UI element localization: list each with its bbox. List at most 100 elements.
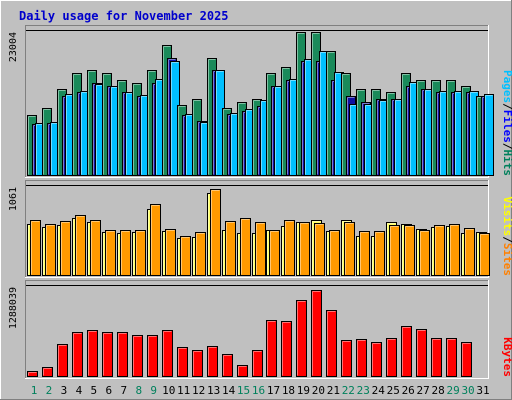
bar-kbytes-day-7 [117,332,128,377]
bar-kbytes-day-17 [266,320,277,377]
bar-sites-day-20 [314,223,325,276]
day-label-5: 5 [91,384,98,397]
bar-sites-day-4 [75,215,86,276]
day-label-14: 14 [222,384,236,397]
day-label-31: 31 [476,384,489,397]
bar-sites-day-11 [180,236,191,276]
bar-sites-day-28 [434,225,445,276]
bar-sites-day-19 [299,222,310,276]
bar-sites-day-31 [479,233,490,276]
bar-sites-day-10 [165,229,176,276]
day-label-8: 8 [135,384,142,397]
bar-kbytes-day-16 [252,350,263,377]
day-label-30: 30 [461,384,474,397]
bar-sites-day-7 [120,230,131,276]
bar-sites-day-1 [30,220,41,276]
bar-sites-day-16 [255,222,266,276]
day-label-21: 21 [327,384,340,397]
bar-kbytes-day-24 [371,342,382,377]
legend-files: Files [501,110,512,143]
day-label-11: 11 [177,384,190,397]
legend-sites: Sites [501,243,512,276]
bar-kbytes-day-11 [177,347,188,377]
bar-kbytes-day-2 [42,367,53,377]
bar-kbytes-day-8 [132,335,143,377]
bar-kbytes-day-19 [296,300,307,377]
day-label-25: 25 [387,384,400,397]
day-label-17: 17 [267,384,280,397]
bar-sites-day-6 [105,230,116,276]
legend-visits: Visits [501,197,512,237]
legend-pages: Pages [501,70,512,103]
day-label-3: 3 [61,384,68,397]
bar-kbytes-day-6 [102,332,113,377]
day-label-7: 7 [120,384,127,397]
bar-sites-day-23 [359,231,370,276]
bar-kbytes-day-28 [431,338,442,377]
bar-kbytes-day-13 [207,346,218,377]
ymax-label: 23004 [8,32,19,62]
bar-kbytes-day-30 [461,342,472,377]
bar-kbytes-day-4 [72,332,83,377]
bar-sites-day-26 [404,225,415,276]
day-label-23: 23 [357,384,370,397]
day-label-22: 22 [342,384,355,397]
day-label-27: 27 [417,384,430,397]
bar-kbytes-day-26 [401,326,412,377]
day-label-15: 15 [237,384,250,397]
bar-sites-day-14 [225,221,236,276]
bar-kbytes-day-3 [57,344,68,377]
bar-sites-day-27 [419,230,430,276]
day-label-18: 18 [282,384,295,397]
day-label-6: 6 [106,384,113,397]
bar-kbytes-day-14 [222,354,233,377]
bar-kbytes-day-27 [416,329,427,377]
bar-sites-day-15 [240,218,251,276]
panel-legend: Pages/Files/Hits [501,70,512,176]
day-label-20: 20 [312,384,325,397]
bar-sites-day-25 [389,225,400,276]
day-label-26: 26 [402,384,415,397]
day-label-2: 2 [46,384,53,397]
bar-sites-day-9 [150,204,161,276]
day-label-19: 19 [297,384,310,397]
bar-sites-day-24 [374,231,385,276]
bar-kbytes-day-5 [87,330,98,377]
bar-kbytes-day-15 [237,365,248,377]
bar-kbytes-day-21 [326,310,337,377]
day-label-13: 13 [207,384,220,397]
day-label-9: 9 [150,384,157,397]
bar-sites-day-5 [90,220,101,276]
bar-kbytes-day-23 [356,339,367,377]
day-label-28: 28 [432,384,445,397]
day-label-24: 24 [372,384,386,397]
legend-hits: Hits [501,150,512,177]
bar-sites-day-17 [269,230,280,276]
day-label-1: 1 [31,384,38,397]
bar-sites-day-3 [60,221,71,276]
day-label-4: 4 [76,384,83,397]
bar-sites-day-2 [45,224,56,276]
bar-sites-day-8 [135,230,146,276]
day-label-12: 12 [192,384,205,397]
ymax-label: 1061 [8,187,19,211]
bar-sites-day-30 [464,228,475,276]
chart-title: Daily usage for November 2025 [19,9,229,23]
bar-sites-day-22 [344,222,355,276]
bar-sites-day-18 [284,220,295,276]
day-label-29: 29 [446,384,459,397]
bar-kbytes-day-25 [386,338,397,377]
bar-pages-day-31 [484,94,494,176]
ymax-label: 1288039 [8,287,19,329]
bar-kbytes-day-9 [147,335,158,377]
legend-kbytes: KBytes [501,337,512,377]
bar-kbytes-day-10 [162,330,173,377]
bar-kbytes-day-20 [311,290,322,377]
bar-sites-day-12 [195,232,206,276]
day-axis: 1 2 3 4 5 6 7 8 9 10 11 12 13 14 15 16 17 18 19 20 21 22 23 24 2… [31,384,490,397]
bar-sites-day-13 [210,189,221,276]
bar-kbytes-day-18 [281,321,292,377]
bar-kbytes-day-12 [192,350,203,377]
